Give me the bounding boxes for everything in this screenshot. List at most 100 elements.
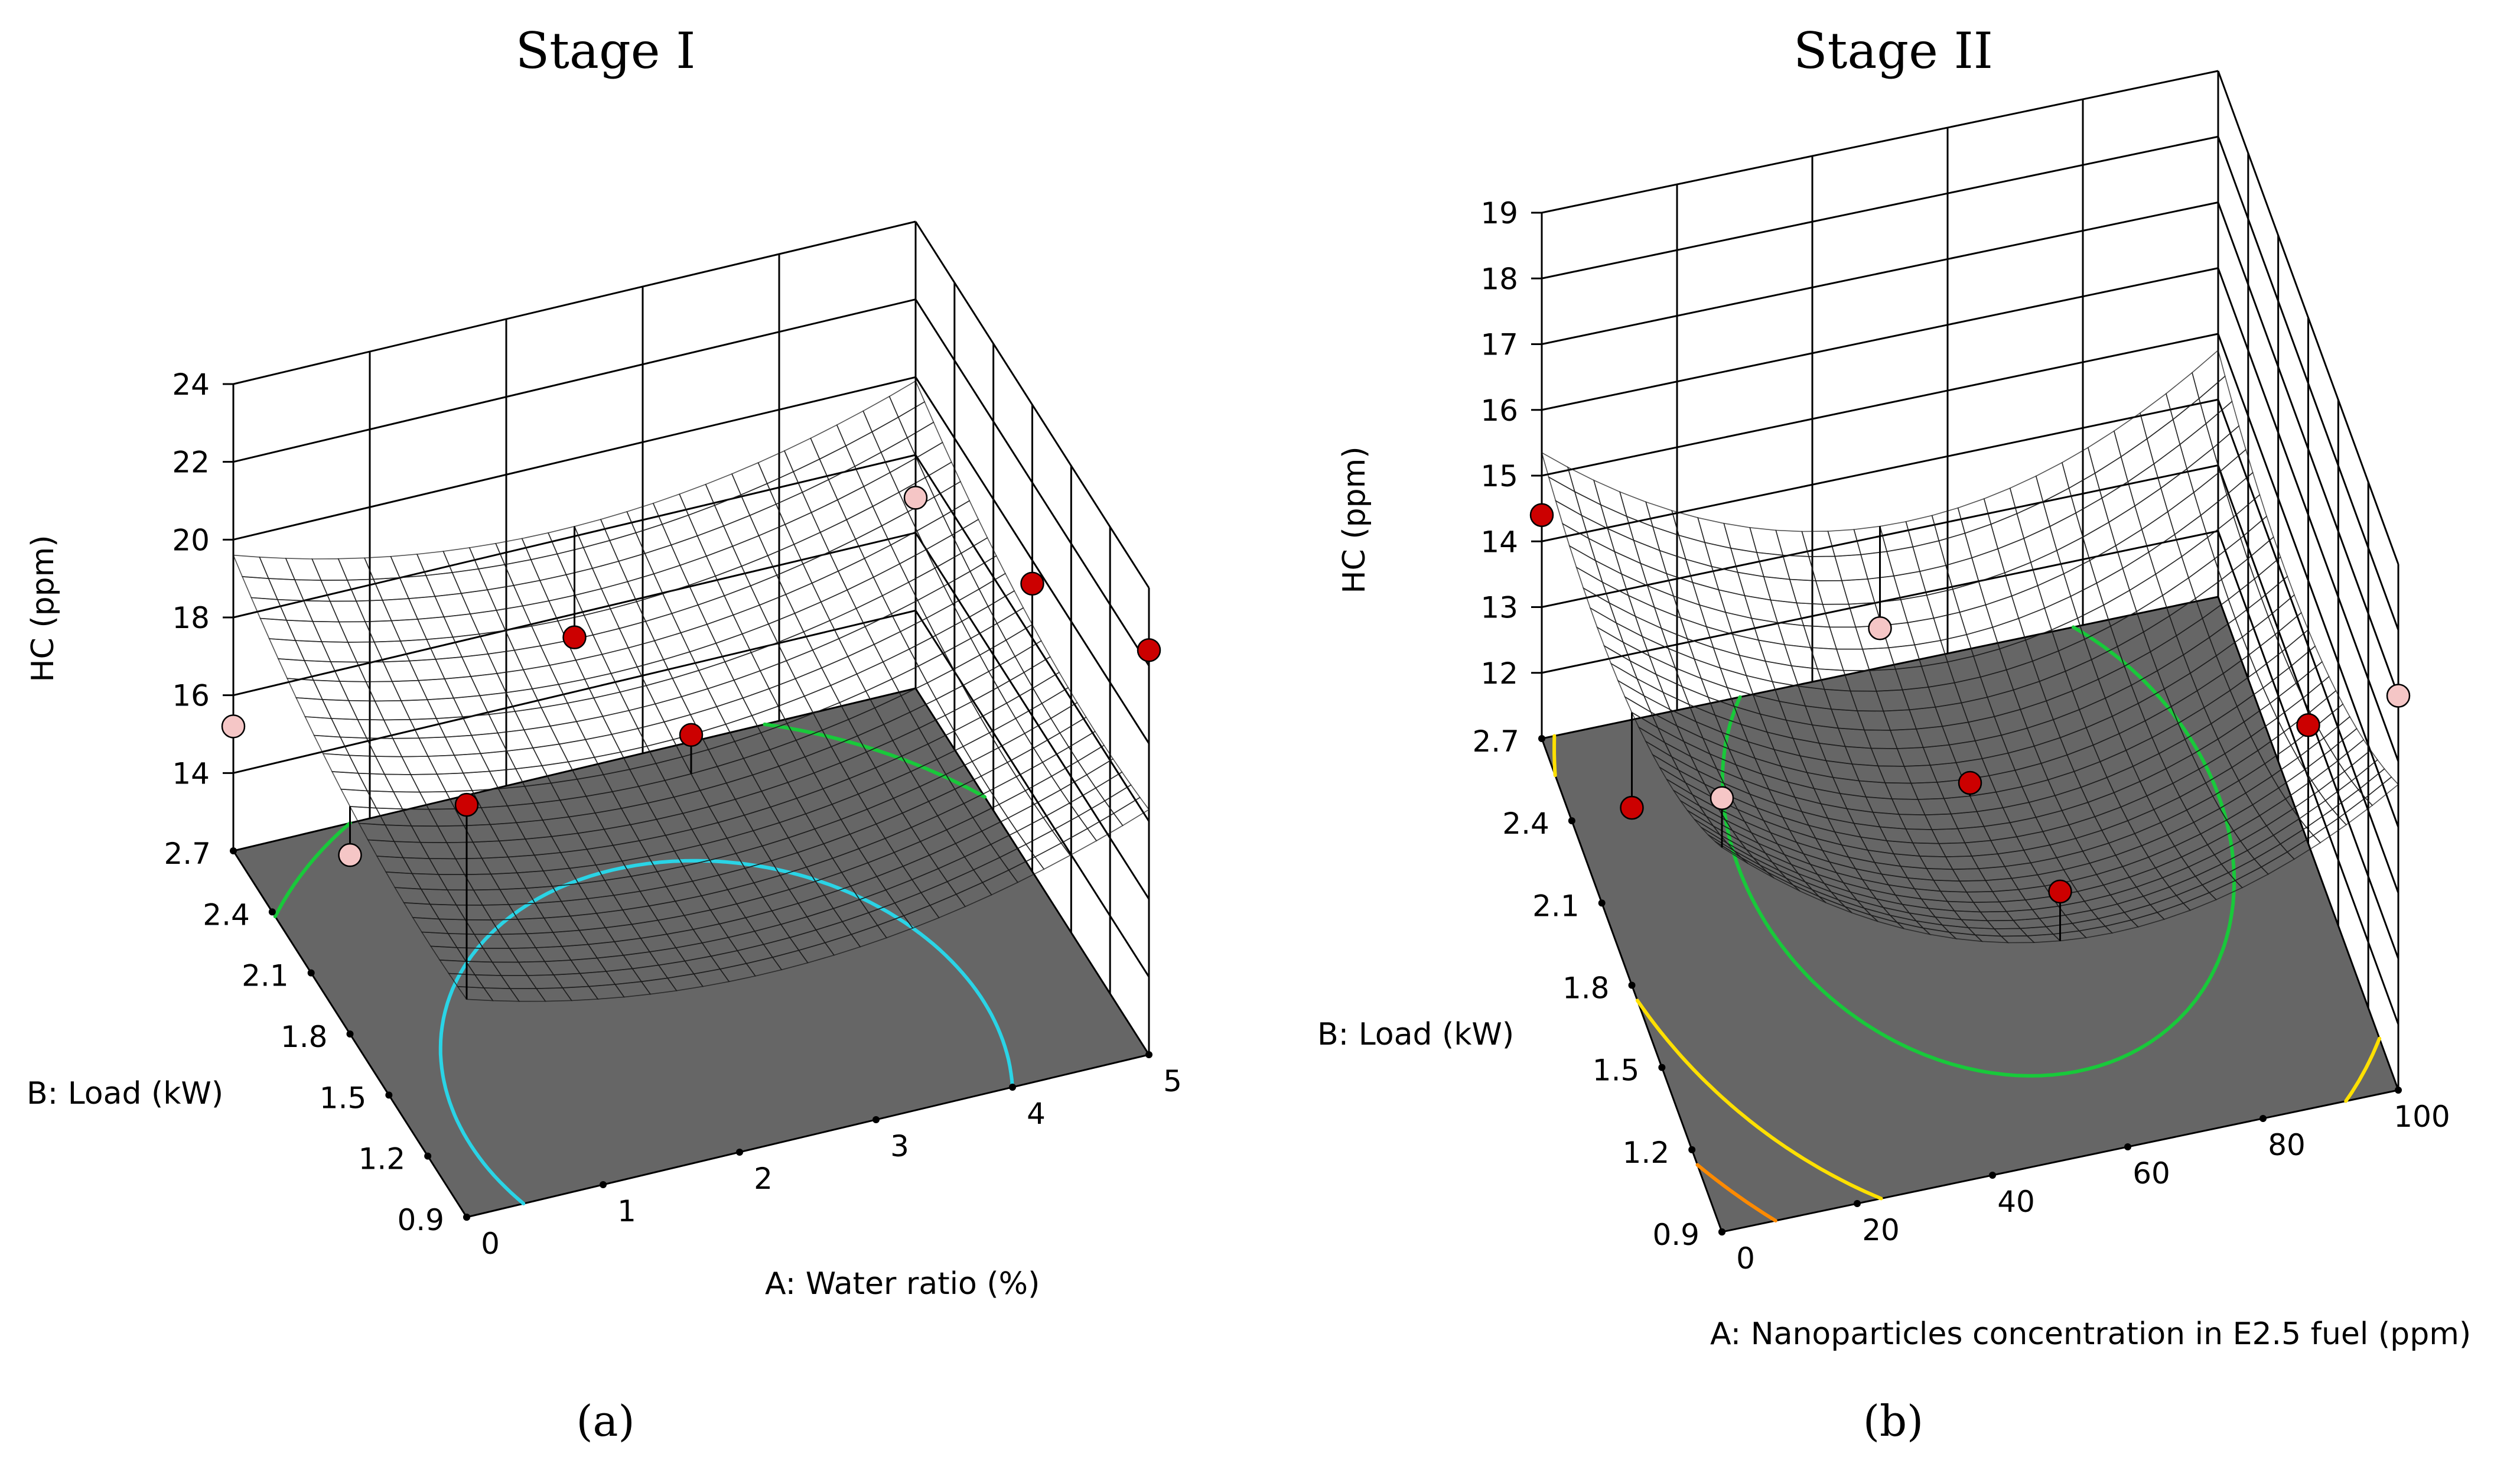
y-tick-label: 1.5 bbox=[1593, 1053, 1640, 1088]
surface-cell bbox=[337, 557, 375, 581]
y-tick-mark bbox=[1658, 1064, 1666, 1071]
x-tick-mark bbox=[872, 1116, 880, 1123]
x-tick-label: 4 bbox=[1027, 1097, 1046, 1131]
design-points bbox=[1529, 453, 2411, 941]
design-point bbox=[1868, 616, 1892, 640]
surface-cell bbox=[329, 600, 366, 623]
x-tick-mark bbox=[2395, 1087, 2402, 1094]
surface-cell bbox=[742, 688, 779, 717]
surface-cell bbox=[347, 700, 385, 721]
surface-cell bbox=[696, 525, 734, 557]
z-tick-label: 14 bbox=[172, 756, 210, 791]
surface-cell bbox=[810, 424, 846, 460]
surface-cell bbox=[1051, 815, 1089, 844]
surface-cell bbox=[628, 703, 665, 729]
surface-cell bbox=[1803, 625, 1838, 650]
surface-cell bbox=[740, 483, 777, 516]
x-tick-label: 1 bbox=[617, 1194, 636, 1228]
surface-cell bbox=[663, 651, 700, 679]
surface-cell bbox=[645, 678, 682, 705]
surface-cell bbox=[819, 445, 856, 480]
surface-cell bbox=[1900, 594, 1935, 623]
surface-cell bbox=[750, 642, 787, 672]
surface-cell bbox=[1985, 595, 2020, 628]
surface-cell bbox=[259, 617, 297, 641]
surface-cell bbox=[294, 640, 332, 662]
y-tick-mark bbox=[1688, 1146, 1696, 1153]
z-tick-label: 13 bbox=[1480, 591, 1518, 625]
surface-cell bbox=[295, 697, 333, 719]
y-tick-mark bbox=[1628, 981, 1636, 989]
back-wall-gridline bbox=[1541, 333, 2219, 477]
surface-cell bbox=[655, 696, 691, 723]
surface-cell bbox=[698, 661, 735, 690]
y-tick-label: 2.7 bbox=[164, 837, 211, 871]
surface-cell bbox=[1627, 594, 1662, 629]
surface-cell bbox=[497, 729, 534, 752]
surface-cell bbox=[399, 639, 437, 662]
surface-cell bbox=[1959, 604, 1994, 635]
surface-cell bbox=[732, 604, 770, 635]
surface-cell bbox=[1964, 523, 1999, 559]
surface-cell bbox=[1860, 551, 1895, 580]
surface-cell bbox=[758, 523, 795, 557]
stage-2-chart: Stage II 0 20 40 60 80 100 0.9 1.2 1.5 1.8 2.1 2.4 2… bbox=[1317, 22, 2471, 1446]
surface-cell bbox=[819, 519, 857, 553]
surface-cell bbox=[574, 519, 611, 548]
surface-cell bbox=[714, 565, 751, 597]
z-tick-label: 12 bbox=[1480, 656, 1518, 691]
surface-cell bbox=[2306, 808, 2340, 836]
surface-cell bbox=[653, 632, 691, 661]
surface-cell bbox=[409, 718, 447, 739]
design-point bbox=[1958, 770, 1982, 795]
surface-cell bbox=[706, 679, 744, 707]
axis-ticks: 0 1 2 3 4 5 0.9 1.2 1.5 1.8 2.1 2.4 2.7 14 16 18 20 22 24 bbox=[164, 368, 1181, 1261]
design-point bbox=[338, 843, 362, 867]
design-point bbox=[2048, 879, 2072, 904]
panel-label: (a) bbox=[576, 1396, 634, 1446]
x-tick-label: 20 bbox=[1862, 1213, 1900, 1247]
surface-cell bbox=[1808, 555, 1842, 581]
surface-cell bbox=[716, 697, 753, 725]
surface-cell bbox=[1879, 521, 1914, 552]
x-tick-mark bbox=[1009, 1084, 1016, 1091]
surface-cell bbox=[776, 563, 813, 596]
surface-cell bbox=[626, 502, 663, 534]
surface-cell bbox=[259, 557, 296, 581]
surface-cell bbox=[1764, 661, 1799, 687]
surface-cell bbox=[366, 790, 403, 810]
surface-cell bbox=[539, 574, 576, 601]
surface-cell bbox=[418, 678, 455, 701]
y-tick-mark bbox=[1568, 817, 1575, 825]
surface-cell bbox=[759, 660, 796, 690]
surface-cell bbox=[697, 595, 734, 625]
surface-cell bbox=[583, 608, 620, 636]
surface-cell bbox=[392, 737, 429, 757]
surface-cell bbox=[1077, 744, 1114, 776]
surface-cell bbox=[575, 653, 612, 680]
surface-cell bbox=[1782, 554, 1816, 581]
surface-cell bbox=[1714, 841, 1749, 864]
surface-cell bbox=[268, 578, 305, 601]
x-tick-mark bbox=[1854, 1200, 1861, 1207]
surface-cell bbox=[311, 558, 349, 581]
response-surface bbox=[232, 380, 1150, 1002]
surface-cell bbox=[471, 732, 508, 755]
surface-cell bbox=[347, 641, 384, 663]
design-points bbox=[221, 381, 1161, 1000]
surface-cell bbox=[390, 619, 428, 642]
surface-cell bbox=[401, 756, 438, 775]
surface-cell bbox=[1886, 546, 1921, 577]
y-tick-label: 2.7 bbox=[1472, 724, 1519, 759]
design-point bbox=[1620, 795, 1644, 820]
chart-title: Stage I bbox=[516, 22, 696, 80]
surface-cell bbox=[285, 619, 323, 642]
surface-cell bbox=[1568, 545, 1604, 584]
design-point bbox=[454, 792, 479, 817]
y-tick-mark bbox=[1598, 899, 1606, 907]
surface-cell bbox=[602, 710, 639, 735]
surface-cell bbox=[705, 545, 743, 577]
surface-cell bbox=[680, 623, 717, 653]
surface-cell bbox=[2337, 739, 2372, 772]
